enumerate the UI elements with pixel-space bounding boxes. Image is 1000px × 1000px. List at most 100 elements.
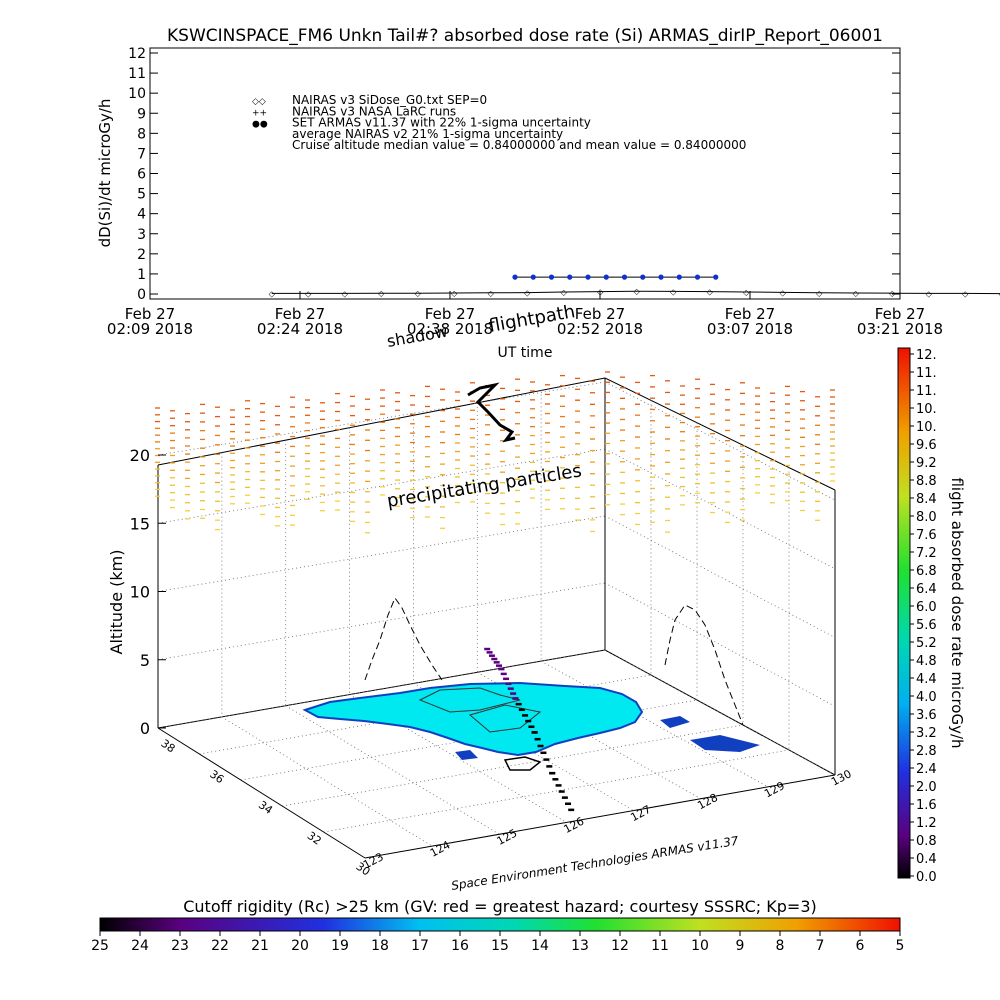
rigidity-colorbar-tick-label: 21 bbox=[251, 938, 269, 954]
legend-label: Cruise altitude median value = 0.8400000… bbox=[292, 138, 746, 152]
rigidity-colorbar-tick-label: 12 bbox=[611, 938, 629, 954]
timeseries-series: ◇ ◇ ◇ ◇ ◇ ◇ ◇ ◇ ◇ ◇ ◇ ◇ ◇ ◇ ◇ ◇ ◇ ◇ ◇ ◇ ◇ bbox=[269, 274, 1000, 299]
shadow-profile-left bbox=[364, 596, 443, 681]
floor-grid-line bbox=[221, 716, 433, 847]
timeseries-plot-frame bbox=[149, 47, 901, 300]
dose-colorbar-tick-label: 4.8 bbox=[916, 654, 937, 669]
rigidity-colorbar-tick-label: 22 bbox=[211, 938, 229, 954]
dose-colorbar-tick-label: 7.6 bbox=[916, 528, 937, 543]
timeseries-y-tick-label: 5 bbox=[137, 187, 146, 203]
rigidity-colorbar-tick-label: 23 bbox=[171, 938, 189, 954]
3d-grid bbox=[157, 377, 836, 847]
altitude-grid-line bbox=[604, 381, 836, 501]
armas-data-point bbox=[713, 274, 719, 280]
timeseries-x-tick-label-bottom: 02:09 2018 bbox=[107, 320, 193, 338]
dose-colorbar-tick-label: 10. bbox=[916, 402, 937, 417]
dose-colorbar-tick-label: 5.6 bbox=[916, 618, 937, 633]
3d-floor-edge bbox=[157, 649, 606, 729]
dose-colorbar-tick-label: 2.4 bbox=[916, 762, 937, 777]
altitude-grid-line bbox=[157, 381, 606, 456]
dose-colorbar-tick-label: 4.0 bbox=[916, 690, 937, 705]
figure-title: KSWCINSPACE_FM6 Unkn Tail#? absorbed dos… bbox=[167, 26, 883, 46]
timeseries-x-tick-label-top: Feb 27 bbox=[125, 305, 175, 323]
dose-colorbar-tick-label: 10. bbox=[916, 420, 937, 435]
longitude-tick-label: 129 bbox=[762, 779, 787, 800]
nairas-data-point: ◇ bbox=[597, 288, 604, 297]
dose-colorbar-tick-label: 11. bbox=[916, 366, 937, 381]
timeseries-y-tick-label: 3 bbox=[137, 227, 146, 243]
island-3 bbox=[690, 735, 760, 752]
rigidity-colorbar-tick-label: 16 bbox=[451, 938, 469, 954]
longitude-tick-label: 128 bbox=[695, 791, 720, 812]
nairas-data-point: ◇ bbox=[780, 288, 787, 297]
armas-data-point bbox=[640, 274, 646, 280]
armas-data-point bbox=[603, 274, 609, 280]
dose-colorbar-tick-label: 8.0 bbox=[916, 510, 937, 525]
footer-credit: Space Environment Technologies ARMAS v11… bbox=[450, 834, 740, 893]
floor-grid-line bbox=[540, 660, 769, 788]
dose-colorbar-tick-label: 5.2 bbox=[916, 636, 937, 651]
nairas-data-point: ◇ bbox=[707, 288, 714, 297]
dose-colorbar-tick-label: 6.0 bbox=[916, 600, 937, 615]
nairas-data-point: ◇ bbox=[853, 289, 860, 298]
timeseries-x-tick-label-bottom: 02:38 2018 bbox=[407, 320, 493, 338]
timeseries-y-tick-label: 12 bbox=[128, 46, 146, 62]
dose-colorbar-tick-label: 8.8 bbox=[916, 474, 937, 489]
rigidity-colorbar-tick-label: 19 bbox=[331, 938, 349, 954]
armas-data-point bbox=[621, 274, 628, 280]
dose-colorbar-tick-label: 3.6 bbox=[916, 708, 937, 723]
timeseries-y-tick-label: 8 bbox=[137, 126, 146, 142]
precipitating-particles bbox=[155, 371, 835, 534]
rigidity-colorbar: Cutoff rigidity (Rc) >25 km (GV: red = g… bbox=[91, 897, 904, 954]
latitude-tick-label: 34 bbox=[256, 798, 275, 817]
korea-peninsula-shape bbox=[302, 681, 644, 757]
dose-colorbar-tick-label: 0.4 bbox=[916, 852, 937, 867]
altitude-grid-line bbox=[604, 448, 836, 570]
timeseries-y-tick-label: 6 bbox=[137, 167, 146, 183]
nairas-data-point: ◇ bbox=[342, 289, 349, 298]
timeseries-x-tick-label-top: Feb 27 bbox=[725, 305, 775, 323]
timeseries-y-tick-label: 11 bbox=[128, 66, 146, 82]
floor-grid-line bbox=[323, 749, 790, 833]
dose-colorbar-tick-label: 6.8 bbox=[916, 564, 937, 579]
longitude-axis-line bbox=[364, 774, 836, 859]
timeseries-y-tick-label: 0 bbox=[137, 287, 146, 303]
dose-colorbar-tick-label: 2.8 bbox=[916, 744, 937, 759]
nairas-data-point: ◇ bbox=[926, 289, 933, 298]
longitude-tick-label: 125 bbox=[495, 827, 520, 848]
3d-wall-edge bbox=[157, 377, 606, 466]
timeseries-x-label: UT time bbox=[498, 345, 553, 361]
altitude-tick-label: 20 bbox=[130, 446, 150, 465]
armas-data-point bbox=[658, 274, 664, 280]
armas-data-point bbox=[694, 274, 701, 280]
armas-data-point bbox=[548, 274, 555, 280]
dose-colorbar-tick-label: 2.0 bbox=[916, 780, 937, 795]
timeseries-x-tick-label-bottom: 02:24 2018 bbox=[257, 320, 343, 338]
floor-grid-line bbox=[199, 674, 652, 755]
rigidity-colorbar-tick-label: 11 bbox=[651, 938, 669, 954]
altitude-grid-line bbox=[604, 582, 836, 707]
3d-axes: 0510152030323436381231241251261271281291… bbox=[130, 446, 854, 878]
rigidity-colorbar-gradient bbox=[99, 917, 901, 932]
dose-colorbar-gradient bbox=[897, 347, 911, 879]
nairas-data-point: ◇ bbox=[634, 287, 641, 296]
timeseries-y-tick-label: 2 bbox=[137, 247, 146, 263]
rigidity-colorbar-title: Cutoff rigidity (Rc) >25 km (GV: red = g… bbox=[183, 897, 817, 916]
rigidity-colorbar-tick-label: 5 bbox=[896, 938, 905, 954]
timeseries-x-tick-label-bottom: 03:21 2018 bbox=[857, 320, 943, 338]
rigidity-colorbar-ticks: 25 24 23 22 21 20 19 18 17 16 15 14 13 12 11 10 9 8 7 6 5 bbox=[91, 931, 904, 954]
armas-data-point bbox=[567, 274, 573, 280]
legend-label: NAIRAS v3 SiDose_G0.txt SEP=0 bbox=[292, 93, 487, 107]
rigidity-colorbar-tick-label: 10 bbox=[691, 938, 709, 954]
nairas-data-point: ◇ bbox=[378, 289, 385, 298]
rigidity-colorbar-tick-label: 6 bbox=[856, 938, 865, 954]
rigidity-colorbar-tick-label: 13 bbox=[571, 938, 589, 954]
dose-colorbar-tick-label: 1.6 bbox=[916, 798, 937, 813]
dose-colorbar-tick-label: 3.2 bbox=[916, 726, 937, 741]
dose-colorbar-tick-label: 7.2 bbox=[916, 546, 937, 561]
nairas-series-line bbox=[271, 290, 1000, 295]
armas-data-point bbox=[676, 274, 682, 280]
nairas-data-point: ◇ bbox=[451, 289, 458, 298]
